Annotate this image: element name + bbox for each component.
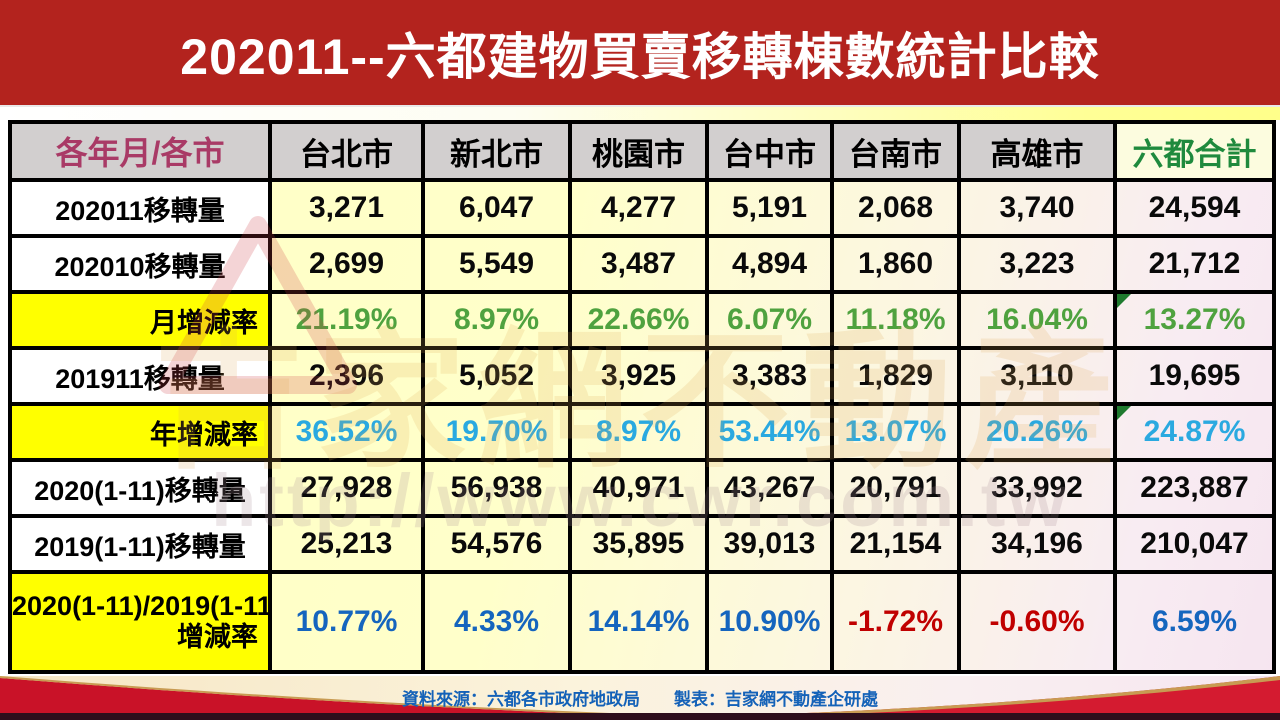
header-city-cell: 高雄市	[957, 120, 1117, 182]
value-cell: 14.14%	[568, 570, 709, 674]
row-label-cell: 202011移轉量	[8, 178, 272, 238]
value-cell: 39,013	[705, 514, 834, 574]
header-rowcol-label-cell: 各年月/各市	[8, 120, 272, 182]
value-cell: 20.26%	[957, 402, 1117, 462]
value-cell: 3,925	[568, 346, 709, 406]
footer-maker-text: 製表：吉家網不動產企研處	[674, 690, 878, 709]
value-cell: 19,695	[1113, 346, 1276, 406]
value-cell: 25,213	[268, 514, 425, 574]
value-cell: 2,699	[268, 234, 425, 294]
value-cell: 8.97%	[421, 290, 572, 350]
value-cell: 3,740	[957, 178, 1117, 238]
table-row: 201911移轉量 2,396 5,052 3,925 3,383 1,829 3,110 1…	[8, 346, 1276, 406]
footer-credits: 資料來源：六都各市政府地政局 製表：吉家網不動產企研處	[0, 685, 1280, 710]
table-row: 2019(1-11)移轉量 25,213 54,576 35,895 39,013 21,…	[8, 514, 1276, 574]
table-row: 202011移轉量 3,271 6,047 4,277 5,191 2,068 3,740 2…	[8, 178, 1276, 238]
table-row: 2020(1-11)/2019(1-11) 增減率 10.77% 4.33% 14.14…	[8, 570, 1276, 674]
table-row: 月增減率 21.19% 8.97% 22.66% 6.07% 11.18% 16.04% 13…	[8, 290, 1276, 350]
row-label-cell: 2020(1-11)/2019(1-11) 增減率	[8, 570, 272, 674]
value-cell: 6.59%	[1113, 570, 1276, 674]
value-cell: 4,894	[705, 234, 834, 294]
row-label-cell: 2020(1-11)移轉量	[8, 458, 272, 518]
value-cell: 53.44%	[705, 402, 834, 462]
value-cell: 3,487	[568, 234, 709, 294]
value-cell: 5,549	[421, 234, 572, 294]
value-cell: 6.07%	[705, 290, 834, 350]
header-city-cell: 台中市	[705, 120, 834, 182]
value-cell: 223,887	[1113, 458, 1276, 518]
value-cell: -0.60%	[957, 570, 1117, 674]
value-cell: 27,928	[268, 458, 425, 518]
value-cell: 8.97%	[568, 402, 709, 462]
row-label-cell: 年增減率	[8, 402, 272, 462]
footer-source-text: 資料來源：六都各市政府地政局	[402, 690, 640, 709]
value-cell: 1,829	[830, 346, 961, 406]
value-cell: 11.18%	[830, 290, 961, 350]
table-row: 年增減率 36.52% 19.70% 8.97% 53.44% 13.07% 20.26% 2…	[8, 402, 1276, 462]
value-cell: 20,791	[830, 458, 961, 518]
value-cell: 36.52%	[268, 402, 425, 462]
value-cell: 10.77%	[268, 570, 425, 674]
header-total-cell: 六都合計	[1113, 120, 1276, 182]
value-cell: 5,052	[421, 346, 572, 406]
value-cell: 54,576	[421, 514, 572, 574]
header-city-cell: 新北市	[421, 120, 572, 182]
value-cell: 56,938	[421, 458, 572, 518]
value-cell: 1,860	[830, 234, 961, 294]
value-cell: 3,383	[705, 346, 834, 406]
value-cell: 6,047	[421, 178, 572, 238]
title-underline-strip	[0, 105, 1280, 120]
value-cell: 3,271	[268, 178, 425, 238]
value-cell: 3,110	[957, 346, 1117, 406]
value-cell: 24,594	[1113, 178, 1276, 238]
value-cell: 3,223	[957, 234, 1117, 294]
header-city-cell: 台北市	[268, 120, 425, 182]
row-label-cell: 201911移轉量	[8, 346, 272, 406]
value-cell: 33,992	[957, 458, 1117, 518]
footer-swoosh-graphic	[0, 676, 1280, 720]
value-cell: 2,396	[268, 346, 425, 406]
header-city-cell: 台南市	[830, 120, 961, 182]
value-cell: 21,154	[830, 514, 961, 574]
value-cell: 19.70%	[421, 402, 572, 462]
value-cell: 35,895	[568, 514, 709, 574]
value-cell: 13.07%	[830, 402, 961, 462]
value-cell: 24.87%	[1113, 402, 1276, 462]
value-cell: 2,068	[830, 178, 961, 238]
table-row: 2020(1-11)移轉量 27,928 56,938 40,971 43,267 20,…	[8, 458, 1276, 518]
row-label-cell: 202010移轉量	[8, 234, 272, 294]
value-cell: 4.33%	[421, 570, 572, 674]
value-cell: 10.90%	[705, 570, 834, 674]
row-label-cell: 2019(1-11)移轉量	[8, 514, 272, 574]
value-cell: 210,047	[1113, 514, 1276, 574]
value-cell: 34,196	[957, 514, 1117, 574]
slide-title: 202011--六都建物買賣移轉棟數統計比較	[180, 28, 1100, 85]
value-cell: 4,277	[568, 178, 709, 238]
value-cell: 5,191	[705, 178, 834, 238]
stats-table-wrap: 各年月/各市 台北市 新北市 桃園市 台中市 台南市 高雄市 六都合計 202011移轉量 3,2…	[0, 120, 1280, 678]
value-cell: 21.19%	[268, 290, 425, 350]
row-label-cell: 月增減率	[8, 290, 272, 350]
value-cell: 13.27%	[1113, 290, 1276, 350]
value-cell: 40,971	[568, 458, 709, 518]
table-row: 202010移轉量 2,699 5,549 3,487 4,894 1,860 3,223 2…	[8, 234, 1276, 294]
title-bar: 202011--六都建物買賣移轉棟數統計比較	[0, 0, 1280, 105]
header-city-cell: 桃園市	[568, 120, 709, 182]
stats-table: 各年月/各市 台北市 新北市 桃園市 台中市 台南市 高雄市 六都合計 202011移轉量 3,2…	[8, 120, 1276, 674]
value-cell: 16.04%	[957, 290, 1117, 350]
value-cell: 22.66%	[568, 290, 709, 350]
value-cell: -1.72%	[830, 570, 961, 674]
footer: 資料來源：六都各市政府地政局 製表：吉家網不動產企研處	[0, 676, 1280, 720]
value-cell: 21,712	[1113, 234, 1276, 294]
value-cell: 43,267	[705, 458, 834, 518]
